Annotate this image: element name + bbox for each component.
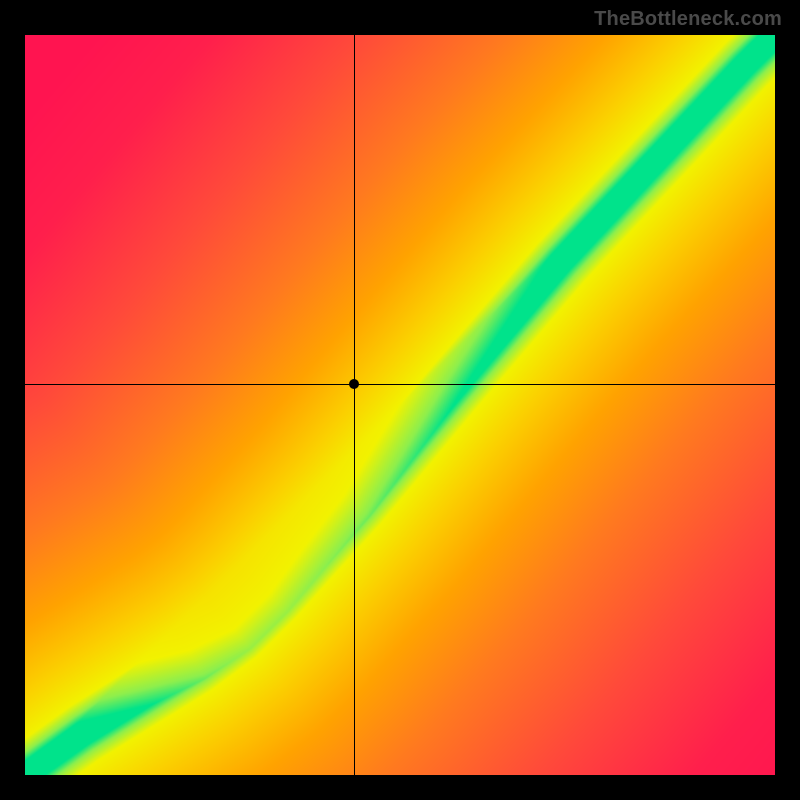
frame: TheBottleneck.com bbox=[0, 0, 800, 800]
watermark-text: TheBottleneck.com bbox=[594, 8, 782, 31]
plot-area bbox=[25, 35, 775, 775]
heatmap-canvas bbox=[25, 35, 775, 775]
